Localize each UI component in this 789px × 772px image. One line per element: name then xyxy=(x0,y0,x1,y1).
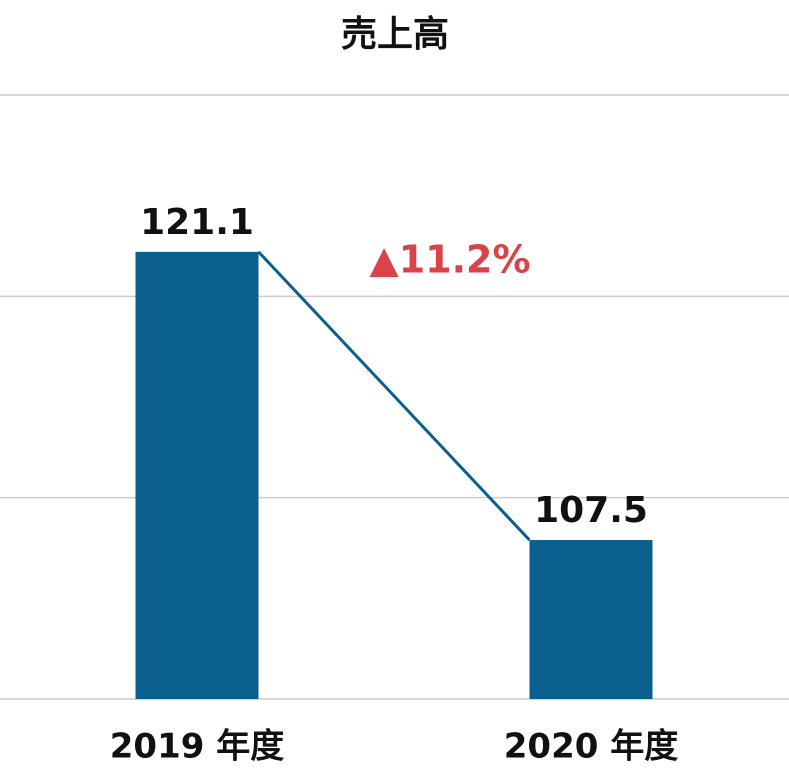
value-label: 121.1 xyxy=(140,202,254,243)
change-annotation: ▲11.2% xyxy=(369,238,530,282)
value-label: 107.5 xyxy=(534,490,648,531)
bar xyxy=(135,251,259,699)
x-tick-label: 2019 年度 xyxy=(110,727,284,767)
connector-line xyxy=(257,250,531,542)
x-tick-label: 2020 年度 xyxy=(504,727,678,767)
bar xyxy=(529,540,653,699)
chart-title: 売上高 xyxy=(341,14,449,55)
